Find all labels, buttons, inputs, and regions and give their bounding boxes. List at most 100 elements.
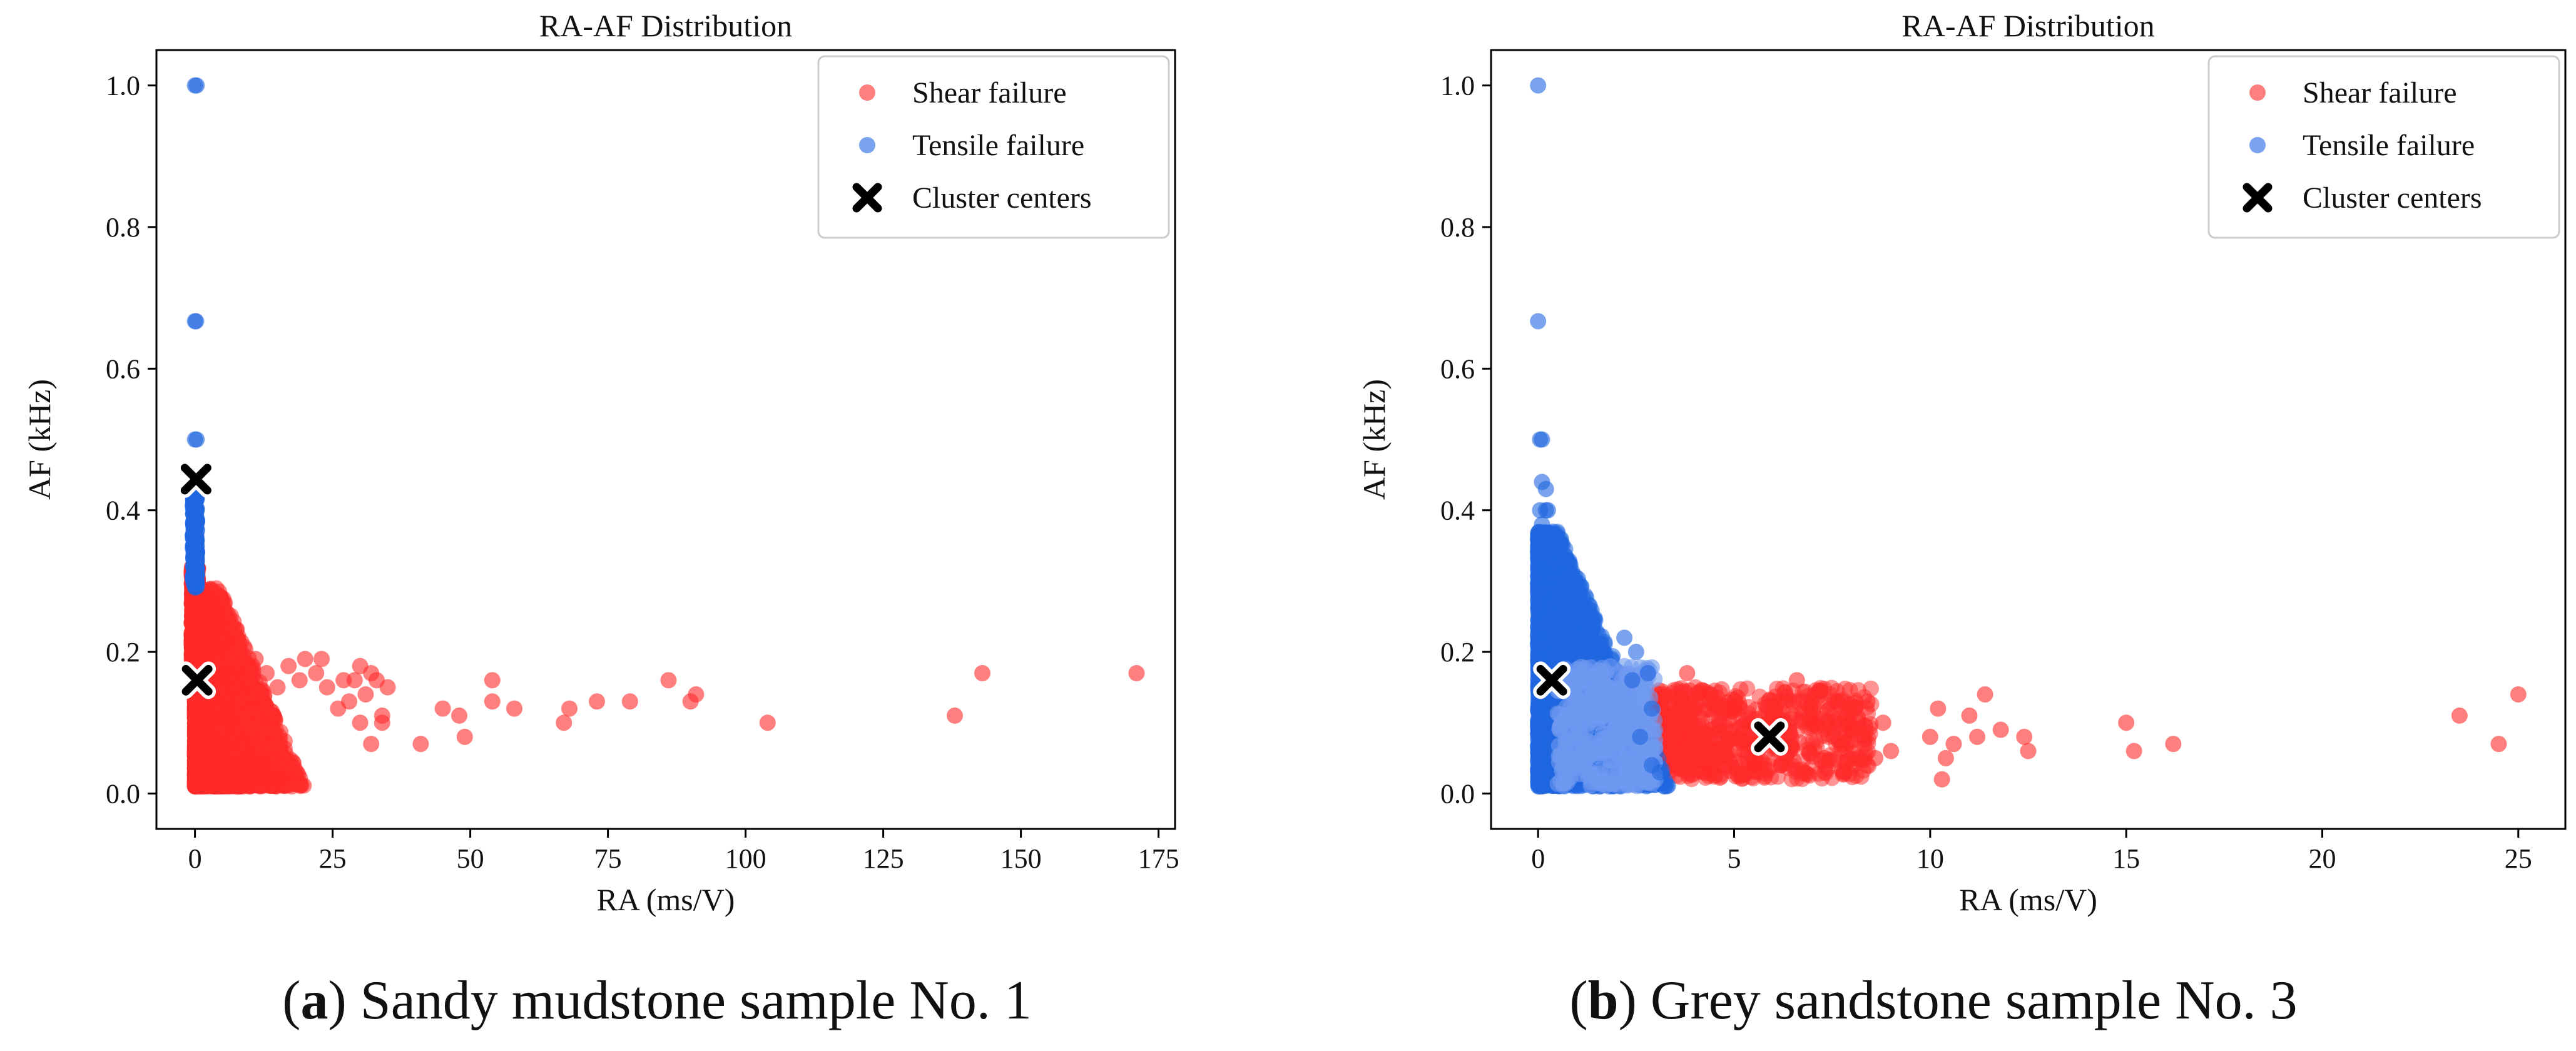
shear-point — [203, 738, 220, 754]
legend-box — [817, 55, 1170, 239]
shear-point — [206, 634, 223, 651]
shear-point — [210, 777, 227, 794]
shear-point — [759, 714, 776, 731]
shear-point — [1823, 679, 1840, 696]
shear-point — [456, 728, 473, 745]
tensile-point — [188, 431, 205, 448]
shear-point — [1684, 701, 1701, 718]
shear-point — [1766, 701, 1783, 718]
shear-point — [341, 693, 357, 710]
y-tick-label: 0.8 — [106, 212, 140, 243]
cluster-center — [178, 661, 216, 699]
shear-point — [484, 693, 501, 710]
axes-frame — [155, 49, 1176, 830]
shear-point — [262, 712, 278, 729]
legend-label: Shear failure — [912, 76, 1067, 109]
x-tick-label: 0 — [188, 843, 202, 874]
shear-point — [688, 686, 705, 703]
shear-point — [484, 672, 501, 689]
shear-point — [1732, 681, 1749, 698]
shear-point — [506, 700, 522, 717]
shear-point — [187, 611, 204, 628]
shear-point — [216, 681, 233, 698]
shear-point — [191, 745, 208, 762]
tensile-point — [188, 551, 205, 568]
shear-point — [279, 752, 296, 769]
shear-point — [1683, 716, 1700, 733]
shear-point — [186, 699, 203, 716]
shear-point — [1667, 728, 1684, 744]
shear-point — [357, 686, 374, 703]
tensile-point — [188, 77, 205, 94]
shear-point — [589, 693, 605, 710]
shear-point — [226, 658, 243, 674]
shear-point — [556, 714, 573, 731]
shear-point — [346, 672, 363, 689]
shear-point — [247, 651, 264, 668]
shear-point — [318, 679, 335, 696]
shear-point — [1856, 718, 1873, 734]
shear-point — [974, 665, 990, 681]
cluster-center-mark — [852, 183, 882, 213]
shear-point — [235, 743, 252, 759]
y-tick-label: 0.2 — [106, 637, 140, 668]
x-tick-label: 125 — [863, 843, 904, 874]
plot-area — [183, 77, 1145, 795]
shear-point — [660, 672, 677, 689]
shear-point — [256, 687, 273, 704]
series-tensile-failure — [186, 77, 205, 582]
shear-point — [379, 679, 396, 696]
shear-point — [283, 778, 300, 795]
legend-label: Tensile failure — [912, 129, 1084, 162]
shear-point — [363, 736, 380, 753]
shear-point — [1726, 741, 1743, 758]
shear-point — [1833, 741, 1850, 758]
tensile-point — [188, 502, 205, 519]
shear-point — [434, 700, 451, 717]
shear-point — [1128, 665, 1145, 681]
y-tick-label: 0.0 — [106, 778, 140, 809]
y-axis-label: AF (kHz) — [22, 379, 57, 500]
shear-point — [187, 641, 204, 658]
shear-point — [221, 642, 238, 659]
shear-point — [1777, 684, 1794, 701]
shear-point — [243, 688, 260, 704]
shear-point — [374, 714, 390, 731]
shear-point — [225, 764, 242, 781]
cluster-center-mark — [180, 464, 211, 495]
x-tick-label: 100 — [725, 843, 766, 874]
shear-point — [297, 651, 313, 668]
tensile-point — [188, 530, 205, 547]
chart-title: RA-AF Distribution — [1901, 8, 2154, 43]
shear-point — [1834, 691, 1851, 708]
x-axis-label: RA (ms/V) — [597, 882, 735, 917]
y-tick-label: 0.6 — [106, 353, 140, 384]
shear-point — [352, 714, 369, 731]
shear-point — [243, 721, 260, 738]
shear-point — [1810, 688, 1827, 704]
shear-point — [621, 693, 638, 710]
legend-marker-cluster-center — [849, 180, 885, 216]
shear-point — [291, 672, 308, 689]
shear-point — [947, 707, 963, 724]
x-tick-label: 75 — [594, 843, 622, 874]
shear-point — [258, 665, 275, 681]
dense-clusters — [183, 489, 312, 795]
shear-point — [251, 778, 268, 795]
shear-point — [191, 761, 208, 778]
shear-point — [1740, 705, 1757, 722]
shear-point — [251, 746, 268, 763]
cluster-center-mark — [181, 664, 213, 696]
shear-point — [1797, 683, 1814, 700]
shear-point — [197, 778, 214, 795]
shear-point — [1730, 768, 1747, 784]
shear-point — [451, 707, 467, 724]
legend-marker-tensile — [859, 137, 875, 153]
x-tick-label: 50 — [457, 843, 484, 874]
shear-point — [225, 723, 242, 739]
x-tick-label: 150 — [1000, 843, 1042, 874]
cluster-center — [177, 460, 215, 498]
